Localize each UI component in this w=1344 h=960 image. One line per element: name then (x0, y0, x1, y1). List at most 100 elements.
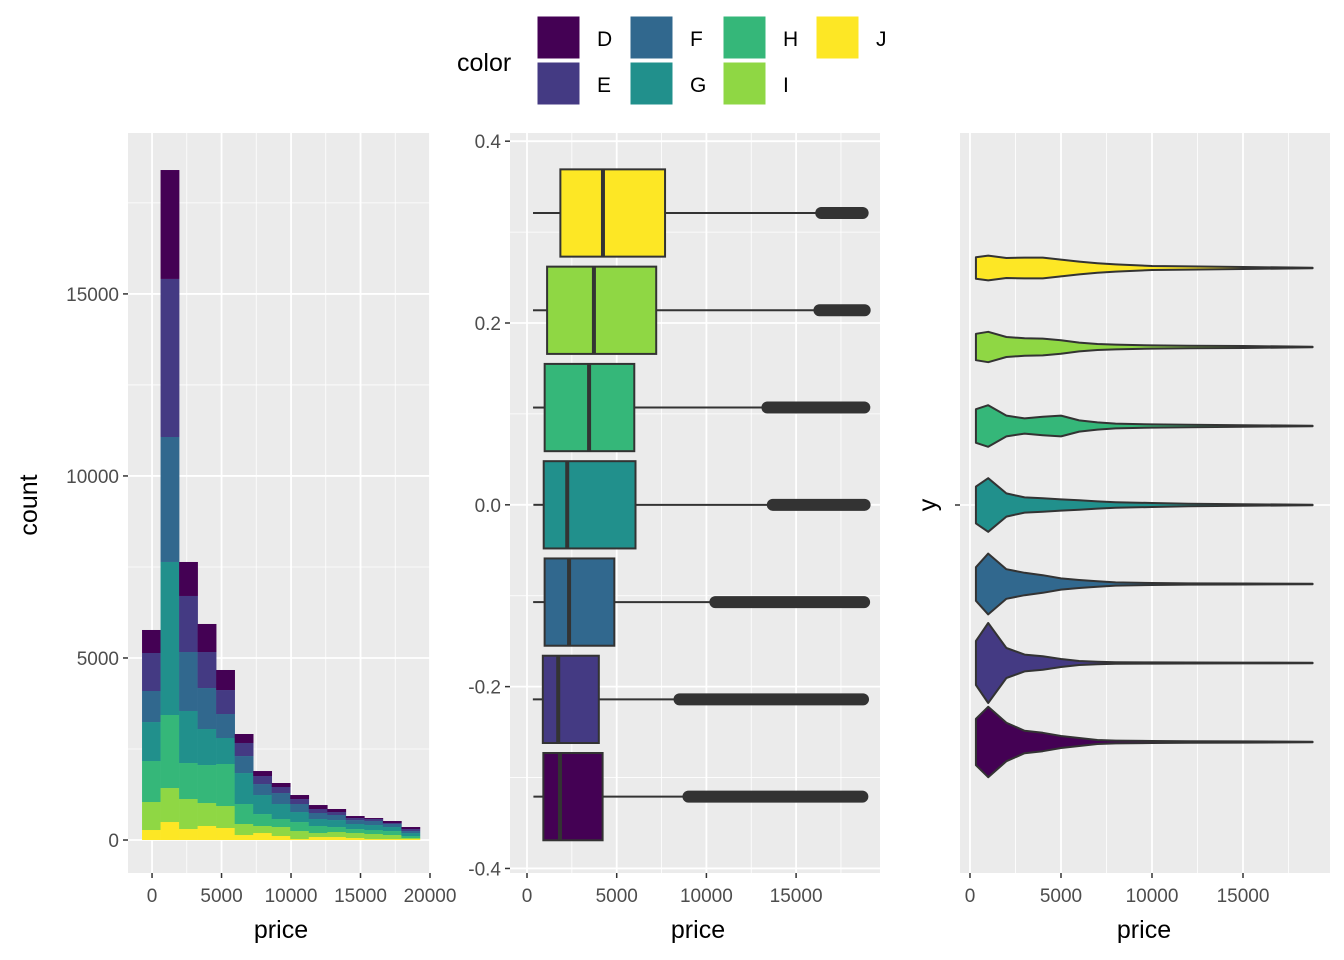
x-tick-label: 0 (147, 886, 158, 907)
x-tick-label: 5000 (596, 886, 638, 907)
histogram-bar-G (271, 804, 291, 820)
histogram-panel: 0 5000 10000 15000 20000 0 5000 10000 15000 (66, 133, 456, 907)
histogram-bar-D (179, 561, 198, 596)
histogram-bar-H (290, 822, 310, 832)
x-tick-label: 10000 (1126, 886, 1179, 907)
histogram-bar-J (197, 825, 217, 841)
histogram-bar-F (179, 652, 198, 711)
histogram-bar-E (216, 690, 235, 715)
histogram-bar-G (308, 819, 328, 826)
violin-D (974, 705, 1314, 779)
histogram-bar-I (401, 838, 421, 840)
histogram-bar-D (234, 733, 254, 743)
histogram-bar-J (327, 837, 347, 841)
violin-E (974, 622, 1314, 704)
histogram-bar-G (290, 812, 310, 823)
histogram-bar-D (364, 818, 384, 820)
x-tick-label: 10000 (265, 886, 318, 907)
histogram-bar-D (253, 771, 273, 777)
histogram-bar-F (142, 691, 161, 723)
histogram-bar-F (197, 688, 217, 730)
legend-key-H (722, 15, 767, 60)
histogram-bar-I (290, 831, 310, 840)
x-tick-label: 5000 (1040, 886, 1082, 907)
histogram-bar-E (179, 595, 198, 653)
histogram-bar-F (253, 784, 273, 796)
histogram-bar-J (253, 833, 273, 841)
violin-y-title: y (914, 498, 942, 511)
x-tick-label: 0 (965, 886, 976, 907)
y-tick-label: 10000 (66, 467, 119, 488)
histogram-bar-D (271, 783, 291, 788)
histogram-bar-D (142, 629, 161, 653)
histogram-bar-F (345, 820, 365, 824)
histogram-bar-F (271, 793, 291, 805)
histogram-bar-H (327, 827, 347, 833)
legend-key-I (722, 61, 767, 106)
histogram-bar-E (382, 823, 402, 824)
histogram-bar-H (253, 814, 273, 826)
box-F (543, 557, 616, 647)
histogram-y-title: count (15, 474, 43, 535)
x-tick-label: 15000 (1217, 886, 1270, 907)
box-E (541, 654, 600, 745)
x-tick-label: 20000 (404, 886, 457, 907)
histogram-bar-J (234, 835, 254, 841)
y-tick-label: 15000 (66, 285, 119, 306)
y-tick-label: -0.4 (468, 859, 501, 880)
histogram-bar-J (160, 822, 180, 841)
y-tick-label: 0.2 (475, 314, 501, 335)
legend-label-H: H (783, 28, 798, 51)
histogram-bar-H (382, 831, 402, 836)
histogram-bar-D (401, 827, 421, 830)
histogram-bar-E (327, 812, 347, 816)
histogram-bar-G (197, 729, 217, 766)
histogram-bar-G (142, 722, 161, 762)
histogram-bar-J (345, 838, 365, 841)
histogram-bar-I (253, 825, 273, 834)
histogram-bar-E (290, 799, 310, 805)
histogram-bar-F (160, 436, 180, 562)
legend-key-D (536, 15, 581, 60)
legend-key-E (536, 61, 581, 106)
x-tick-label: 10000 (680, 886, 733, 907)
violin-G (974, 477, 1314, 533)
histogram-bar-F (327, 815, 347, 821)
histogram-bar-H (234, 804, 254, 824)
violin-I (974, 330, 1314, 364)
boxplot-x-title: price (671, 916, 725, 944)
histogram-bar-E (401, 829, 421, 832)
histogram-bar-J (364, 839, 384, 841)
histogram-bar-I (197, 803, 217, 826)
boxplot-panel: 0 5000 10000 15000 -0.4 -0.2 0.0 0.2 0.4 (468, 132, 880, 907)
histogram-bar-F (308, 813, 328, 820)
histogram-bar-G (234, 773, 254, 805)
box-J (559, 168, 667, 258)
histogram-bar-H (401, 836, 421, 839)
y-tick-label: 0.0 (475, 496, 501, 517)
histogram-bar-E (364, 819, 384, 822)
legend: color DE FG HI J (457, 15, 887, 106)
histogram-bar-J (142, 830, 161, 841)
box-I (546, 265, 658, 355)
x-tick-label: 15000 (334, 886, 387, 907)
histogram-bar-H (197, 765, 217, 804)
legend-label-G: G (690, 74, 706, 97)
histogram-bar-H (308, 825, 328, 834)
histogram-bar-G (160, 561, 180, 715)
box-D (542, 752, 604, 842)
histogram-bar-H (160, 714, 180, 789)
histogram-bar-G (179, 710, 198, 764)
histogram-bar-J (308, 837, 328, 841)
legend-label-D: D (597, 28, 612, 51)
histogram-bar-H (364, 830, 384, 835)
histogram-bar-G (345, 823, 365, 830)
histogram-bar-D (382, 821, 402, 824)
histogram-bar-H (142, 761, 161, 803)
histogram-bar-F (290, 804, 310, 813)
x-tick-label: 0 (522, 886, 533, 907)
histogram-bar-F (234, 756, 254, 774)
histogram-bar-E (142, 652, 161, 692)
histogram-bar-D (216, 669, 235, 691)
